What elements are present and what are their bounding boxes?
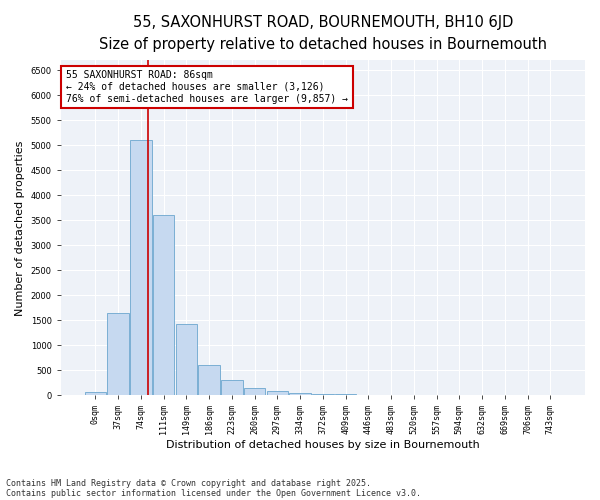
Text: 55 SAXONHURST ROAD: 86sqm
← 24% of detached houses are smaller (3,126)
76% of se: 55 SAXONHURST ROAD: 86sqm ← 24% of detac… xyxy=(66,70,348,104)
Bar xyxy=(221,380,242,396)
Y-axis label: Number of detached properties: Number of detached properties xyxy=(15,140,25,316)
Bar xyxy=(335,394,356,396)
Bar xyxy=(107,314,129,396)
Bar xyxy=(176,324,197,396)
Title: 55, SAXONHURST ROAD, BOURNEMOUTH, BH10 6JD
Size of property relative to detached: 55, SAXONHURST ROAD, BOURNEMOUTH, BH10 6… xyxy=(99,15,547,52)
Bar xyxy=(85,392,106,396)
Text: Contains HM Land Registry data © Crown copyright and database right 2025.: Contains HM Land Registry data © Crown c… xyxy=(6,478,371,488)
Bar xyxy=(198,364,220,396)
Bar xyxy=(312,394,334,396)
Bar xyxy=(130,140,152,396)
Bar xyxy=(153,216,175,396)
Bar xyxy=(266,391,288,396)
Bar xyxy=(358,395,379,396)
Text: Contains public sector information licensed under the Open Government Licence v3: Contains public sector information licen… xyxy=(6,488,421,498)
X-axis label: Distribution of detached houses by size in Bournemouth: Distribution of detached houses by size … xyxy=(166,440,480,450)
Bar xyxy=(289,393,311,396)
Bar xyxy=(244,388,265,396)
